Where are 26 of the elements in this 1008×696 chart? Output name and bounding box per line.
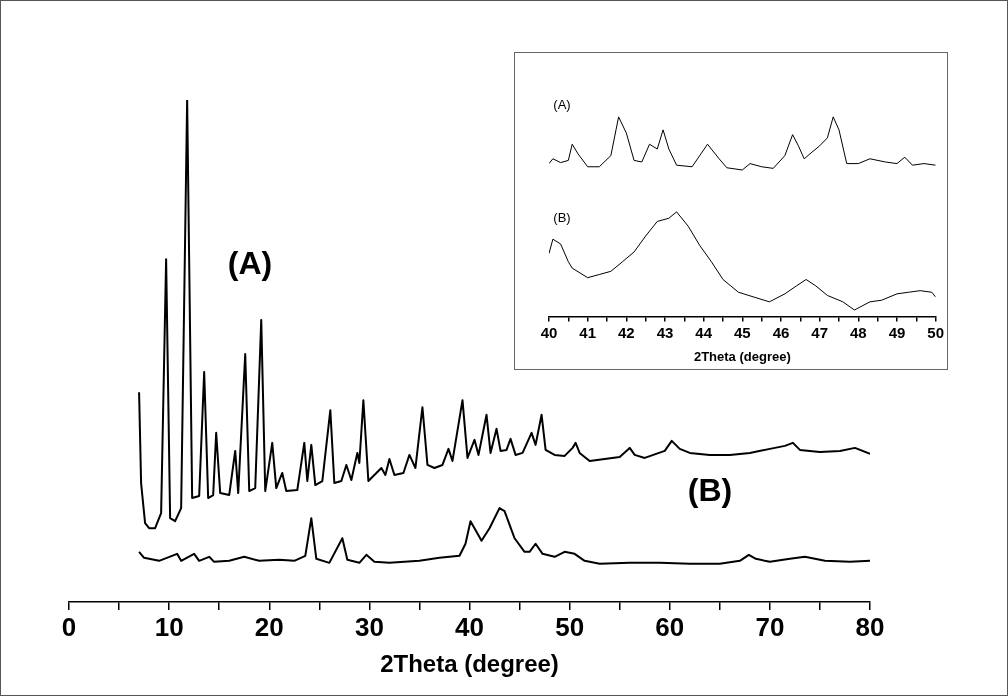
x-tick-label: 43 bbox=[656, 323, 674, 341]
x-tick-label: 44 bbox=[695, 323, 713, 341]
annotation: (A) bbox=[227, 244, 273, 281]
x-tick-label: 50 bbox=[555, 611, 585, 642]
x-tick-label: 48 bbox=[849, 323, 867, 341]
x-tick-label: 40 bbox=[540, 323, 558, 341]
annotation: (A) bbox=[553, 96, 571, 112]
x-tick-label: 80 bbox=[855, 611, 885, 642]
x-tick-label: 70 bbox=[755, 611, 785, 642]
x-tick-label: 40 bbox=[455, 611, 484, 642]
x-tick-label: 42 bbox=[617, 323, 635, 341]
annotation: (B) bbox=[687, 471, 733, 508]
x-tick-label: 10 bbox=[154, 611, 184, 642]
x-tick-label: 45 bbox=[733, 323, 751, 341]
x-tick-label: 20 bbox=[254, 611, 284, 642]
x-axis-title: 2Theta (degree) bbox=[380, 650, 559, 678]
x-tick-label: 49 bbox=[888, 323, 906, 341]
x-tick-label: 30 bbox=[354, 611, 384, 642]
x-tick-label: 47 bbox=[811, 323, 828, 341]
annotation: (B) bbox=[553, 209, 571, 225]
x-tick-label: 0 bbox=[61, 611, 77, 642]
x-tick-label: 46 bbox=[772, 323, 790, 341]
x-tick-label: 50 bbox=[927, 323, 944, 341]
x-axis-title: 2Theta (degree) bbox=[693, 348, 791, 364]
x-tick-label: 41 bbox=[579, 323, 597, 341]
x-tick-label: 60 bbox=[655, 611, 685, 642]
